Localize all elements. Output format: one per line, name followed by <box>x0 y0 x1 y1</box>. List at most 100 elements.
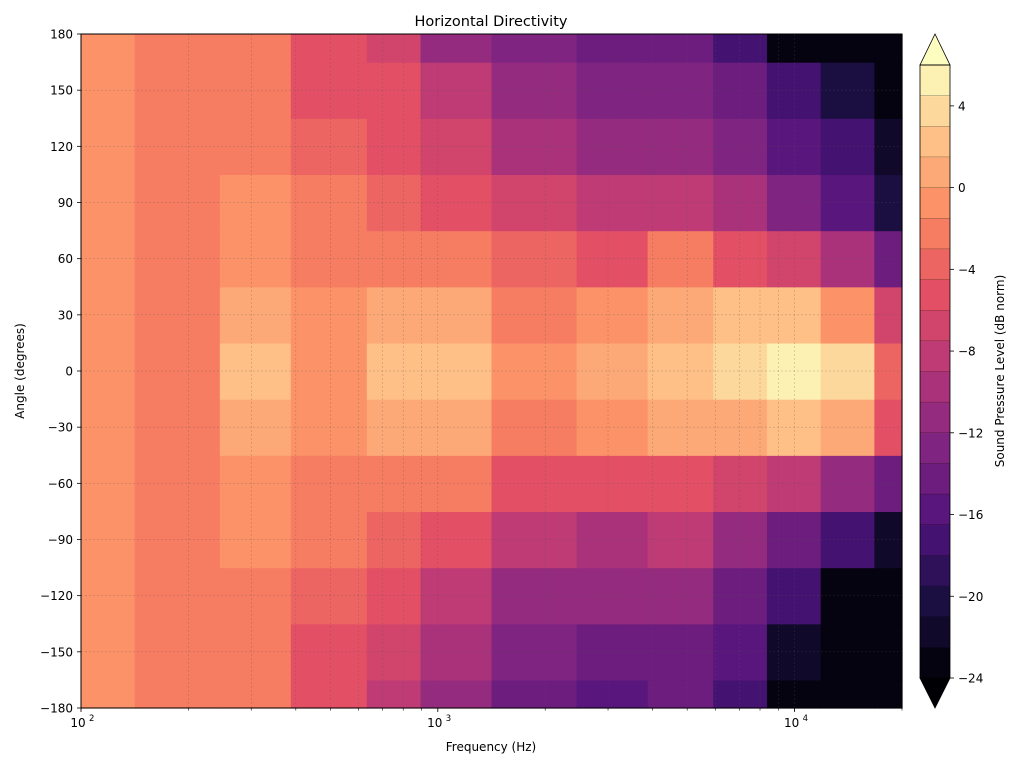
heatmap-cell <box>713 455 768 513</box>
colorbar-band <box>920 279 950 311</box>
y-tick-label: −60 <box>48 477 73 491</box>
y-tick-label: 90 <box>58 196 73 210</box>
heatmap-cell <box>820 623 875 681</box>
colorbar-band <box>920 524 950 556</box>
heatmap-cell <box>81 34 136 63</box>
heatmap-cell <box>766 511 822 569</box>
heatmap-cell <box>134 62 221 119</box>
heatmap-cell <box>491 174 578 232</box>
heatmap-cell <box>820 455 875 513</box>
heatmap-cell <box>420 455 493 513</box>
heatmap-cell <box>134 567 221 625</box>
colorbar-tick-label: 4 <box>958 99 966 113</box>
heatmap-cell <box>290 342 368 400</box>
heatmap-cell <box>420 174 493 232</box>
heatmap-cell <box>134 34 221 63</box>
heatmap-cell <box>290 455 368 513</box>
heatmap-cell <box>820 511 875 569</box>
heatmap-cell <box>81 62 136 119</box>
heatmap-cell <box>219 174 292 232</box>
heatmap-cell <box>576 34 649 63</box>
colorbar-band <box>920 340 950 372</box>
colorbar-band <box>920 647 950 679</box>
heatmap-cell <box>874 455 903 513</box>
x-axis-label: Frequency (Hz) <box>446 740 537 754</box>
heatmap-cell <box>81 174 136 232</box>
heatmap-cell <box>134 174 221 232</box>
colorbar-band <box>920 65 950 97</box>
heatmap-cell <box>491 399 578 456</box>
x-tick-label: 10 <box>427 716 442 730</box>
colorbar-frame <box>919 64 951 679</box>
heatmap-cell <box>366 62 422 119</box>
heatmap-cell <box>420 623 493 681</box>
y-tick-label: −180 <box>40 702 73 716</box>
heatmap-cell <box>766 62 822 119</box>
y-tick-label: 0 <box>65 365 73 379</box>
heatmap-cell <box>766 399 822 456</box>
heatmap-cell <box>713 511 768 569</box>
colorbar: 4 0 −4 −8 −12 −16 −20 −24 Sound Pressure Level … <box>919 33 1007 709</box>
colorbar-band <box>920 402 950 434</box>
heatmap-cell <box>713 34 768 63</box>
heatmap-cell <box>647 62 714 119</box>
heatmap-cell <box>134 679 221 709</box>
heatmap-cell <box>576 118 649 176</box>
heatmap-cell <box>874 567 903 625</box>
heatmap-cell <box>713 118 768 176</box>
heatmap-cell <box>713 399 768 456</box>
heatmap-cell <box>576 511 649 569</box>
heatmap-cell <box>713 174 768 232</box>
colorbar-tick-label: −16 <box>958 508 983 522</box>
heatmap-cell <box>290 230 368 288</box>
heatmap-cell <box>81 567 136 625</box>
heatmap-cell <box>290 679 368 709</box>
heatmap-cell <box>647 34 714 63</box>
heatmap-cell <box>820 230 875 288</box>
colorbar-extend-min <box>919 677 951 709</box>
heatmap-cell <box>766 34 822 63</box>
heatmap-cell <box>81 286 136 344</box>
heatmap-cell <box>420 62 493 119</box>
heatmap-cell <box>820 118 875 176</box>
heatmap-cell <box>420 230 493 288</box>
colorbar-tick-label: −8 <box>958 345 976 359</box>
x-tick-label: 10 <box>784 716 799 730</box>
heatmap-cell <box>820 342 875 400</box>
y-tick-label: 30 <box>58 308 73 322</box>
heatmap-cell <box>219 399 292 456</box>
heatmap-cell <box>219 118 292 176</box>
heatmap-cell <box>219 34 292 63</box>
heatmap-cell <box>134 118 221 176</box>
heatmap-cell <box>766 342 822 400</box>
heatmap-cell <box>219 567 292 625</box>
heatmap-cell <box>491 230 578 288</box>
heatmap-cell <box>766 118 822 176</box>
heatmap-cell <box>81 399 136 456</box>
y-tick-label: 60 <box>58 252 73 266</box>
heatmap-cell <box>576 455 649 513</box>
heatmap-cell <box>713 679 768 709</box>
colorbar-band <box>920 95 950 127</box>
heatmap-cell <box>576 286 649 344</box>
y-tick-label: −90 <box>48 533 73 547</box>
y-tick-label: −120 <box>40 589 73 603</box>
colorbar-label: Sound Pressure Level (dB norm) <box>993 275 1007 468</box>
heatmap-cell <box>491 455 578 513</box>
heatmap-cell <box>491 623 578 681</box>
heatmap-cell <box>491 567 578 625</box>
colorbar-extend-max <box>919 33 951 66</box>
heatmap-cell <box>491 286 578 344</box>
heatmap-cell <box>134 342 221 400</box>
heatmap-cell <box>576 679 649 709</box>
heatmap-cell <box>134 511 221 569</box>
gridlines <box>80 33 903 709</box>
x-axis: 10 2 10 3 10 4 <box>70 708 903 730</box>
heatmap-cell <box>647 623 714 681</box>
heatmap-cell <box>766 567 822 625</box>
y-tick-label: −30 <box>48 421 73 435</box>
heatmap-cell <box>820 34 875 63</box>
colorbar-tick-label: −4 <box>958 263 976 277</box>
heatmap-cell <box>713 567 768 625</box>
